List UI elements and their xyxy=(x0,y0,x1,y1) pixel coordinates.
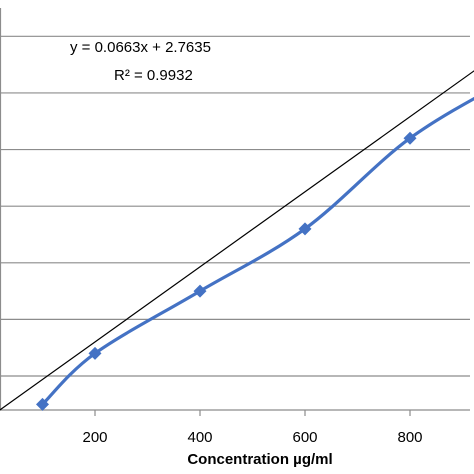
data-point xyxy=(88,346,102,360)
series-line xyxy=(41,96,474,406)
x-tick-label: 200 xyxy=(82,429,107,446)
x-tick-label: 800 xyxy=(397,429,422,446)
data-point xyxy=(298,222,312,236)
gridlines xyxy=(0,35,470,377)
data-point xyxy=(193,284,207,298)
x-tick-label: 400 xyxy=(187,429,212,446)
data-points xyxy=(36,131,417,411)
x-axis-label: Concentration µg/ml xyxy=(187,451,332,468)
trendline-equation: y = 0.0663x + 2.7635 xyxy=(70,39,211,56)
x-axis-ticks: 2004006008001000 xyxy=(82,410,423,446)
r-squared-label: R² = 0.9932 xyxy=(114,67,193,84)
data-point xyxy=(36,397,49,411)
data-point xyxy=(403,131,417,145)
trendline xyxy=(0,70,474,411)
x-tick-label: 600 xyxy=(292,429,317,446)
